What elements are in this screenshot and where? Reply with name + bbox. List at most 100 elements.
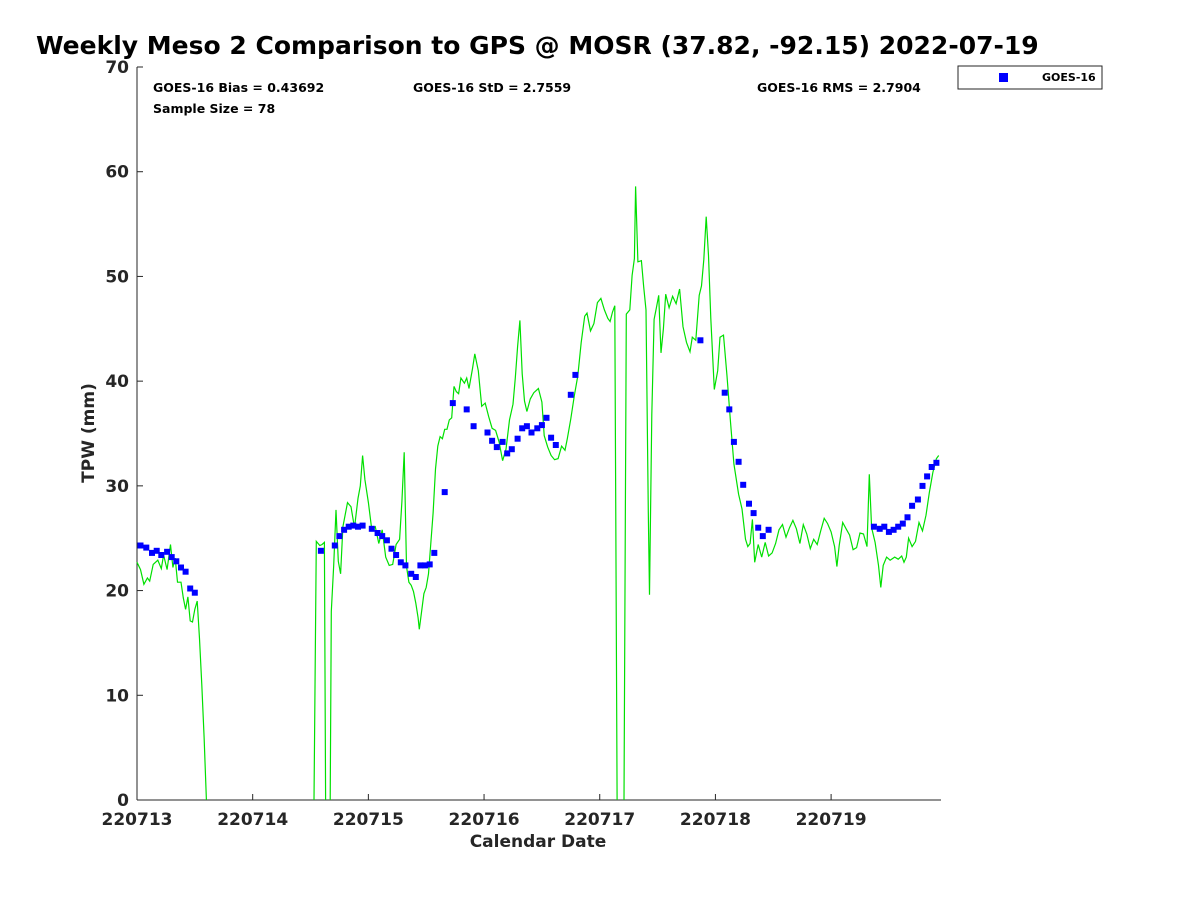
- goes-16-point: [538, 422, 545, 429]
- goes-16-point: [463, 406, 470, 413]
- goes-16-point: [928, 464, 935, 470]
- goes-16-point: [484, 429, 491, 436]
- x-tick-label: 220719: [796, 810, 867, 830]
- goes-16-point: [368, 525, 375, 532]
- y-axis-label: TPW (mm): [79, 383, 99, 483]
- goes-16-point: [388, 545, 395, 552]
- goes-16-point: [534, 425, 541, 432]
- y-tick-label: 0: [117, 791, 129, 811]
- x-ticks: 220713 220714 220715 220716 220717 220718 2207…: [102, 794, 867, 830]
- goes-16-point: [345, 523, 352, 530]
- chart-title: Weekly Meso 2 Comparison to GPS @ MOSR (…: [36, 31, 1039, 60]
- goes-16-point: [402, 562, 409, 569]
- goes-16-point: [417, 562, 424, 569]
- goes-16-point: [909, 502, 916, 509]
- y-tick-label: 20: [105, 582, 129, 602]
- goes-16-point: [331, 542, 338, 549]
- goes-16-point: [552, 442, 559, 448]
- goes-16-point: [726, 406, 733, 413]
- goes-16-point: [528, 429, 535, 436]
- goes-16-point: [383, 537, 390, 544]
- x-tick-label: 220718: [680, 810, 751, 830]
- goes-16-point: [750, 510, 757, 517]
- goes-16-point: [899, 520, 906, 527]
- goes-16-point: [499, 438, 506, 445]
- legend-label-goes-16: GOES-16: [1042, 71, 1096, 84]
- goes-16-point: [523, 423, 530, 430]
- goes-16-point: [182, 568, 189, 575]
- gps-line-segment: [623, 186, 940, 801]
- x-tick-label: 220713: [102, 810, 173, 830]
- goes-16-point: [740, 481, 747, 488]
- rms-stat: GOES-16 RMS = 2.7904: [757, 80, 921, 95]
- goes-16-point: [441, 489, 448, 496]
- goes-16-point: [426, 561, 433, 568]
- goes-16-point: [572, 371, 579, 378]
- goes-16-point: [359, 522, 366, 529]
- goes-16-point: [924, 473, 931, 480]
- legend: GOES-16: [957, 65, 1103, 90]
- goes-16-point: [890, 526, 897, 533]
- goes-16-point: [336, 533, 343, 540]
- goes-16-point: [519, 425, 526, 432]
- legend-marker: [999, 73, 1008, 82]
- goes-16-point: [173, 558, 180, 565]
- goes-16-point: [885, 528, 892, 535]
- goes-16-point: [721, 389, 728, 396]
- y-ticks: 0 10 20 30 40 50 60 70: [105, 58, 143, 811]
- goes-16-point: [881, 523, 888, 530]
- goes-16-point: [168, 554, 175, 561]
- goes-16-point: [379, 533, 386, 540]
- goes-16-point: [317, 547, 324, 554]
- goes-16-point: [158, 552, 165, 558]
- goes-16-point: [137, 542, 144, 549]
- x-axis-label: Calendar Date: [470, 832, 607, 852]
- x-tick-label: 220714: [217, 810, 288, 830]
- goes-16-point: [393, 552, 400, 558]
- y-tick-label: 30: [105, 477, 129, 497]
- goes-16-point: [730, 438, 737, 445]
- goes-16-point: [765, 526, 772, 533]
- goes-16-point: [350, 522, 357, 529]
- goes-16-point: [374, 530, 381, 536]
- goes-16-point: [191, 589, 198, 596]
- goes-16-point: [697, 337, 704, 344]
- y-tick-label: 70: [105, 58, 129, 78]
- goes-16-point: [489, 437, 496, 444]
- goes-16-point: [870, 523, 877, 530]
- goes-16-point: [548, 434, 555, 441]
- y-tick-label: 40: [105, 372, 129, 392]
- goes-16-point: [919, 482, 926, 489]
- legend-box: [957, 65, 1103, 90]
- goes-16-point: [504, 450, 511, 457]
- goes-16-point: [422, 562, 429, 569]
- goes-16-point: [904, 514, 911, 521]
- goes-16-point: [341, 526, 348, 533]
- goes-16-point: [514, 435, 521, 442]
- goes-16-point: [759, 533, 766, 540]
- x-tick-label: 220717: [564, 810, 635, 830]
- goes-16-point: [508, 446, 515, 453]
- goes-16-point: [449, 400, 456, 407]
- goes-16-point: [149, 549, 155, 556]
- goes-16-point: [735, 458, 742, 465]
- gps-series-line: [136, 186, 940, 801]
- y-tick-label: 10: [105, 686, 129, 706]
- goes-16-point: [164, 548, 171, 555]
- gps-line-segment: [329, 297, 618, 801]
- goes-16-point: [876, 525, 883, 532]
- std-stat: GOES-16 StD = 2.7559: [413, 80, 571, 95]
- goes-16-point: [914, 496, 921, 503]
- goes-16-point: [397, 559, 404, 566]
- goes-16-point: [431, 549, 438, 556]
- goes-16-point: [412, 574, 419, 580]
- goes-16-point: [755, 524, 762, 531]
- x-tick-label: 220715: [333, 810, 404, 830]
- goes-16-point: [493, 444, 500, 451]
- goes-16-series-points: [137, 337, 940, 596]
- x-tick-label: 220716: [449, 810, 520, 830]
- goes-16-point: [143, 544, 150, 551]
- goes-16-point: [408, 570, 415, 577]
- goes-16-point: [895, 523, 902, 530]
- goes-16-point: [178, 564, 184, 571]
